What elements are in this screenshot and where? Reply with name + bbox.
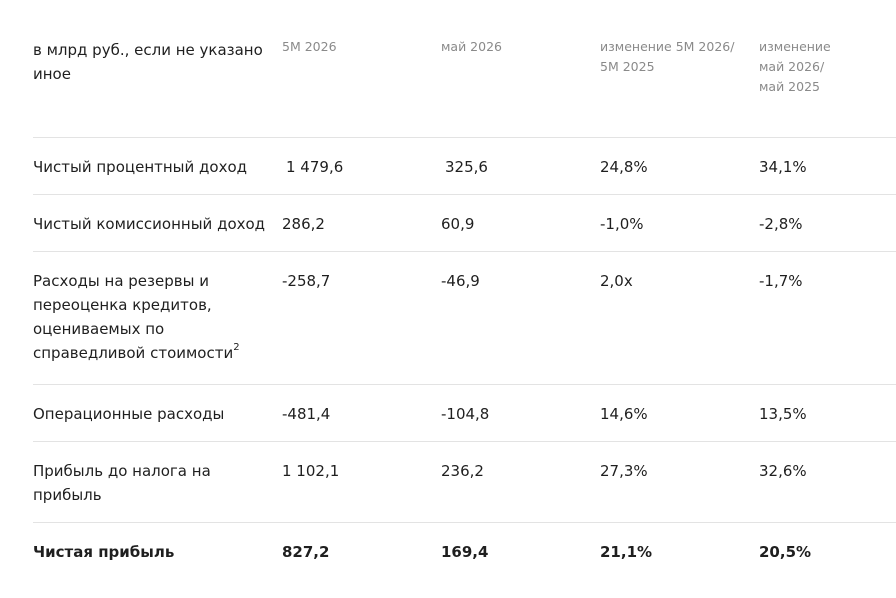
row-label: Прибыль до налога на прибыль [33, 462, 211, 504]
table-row: Чистый комиссионный доход 286,2 60,9 -1,… [33, 195, 896, 252]
row-value-may-2026: -104,8 [441, 405, 490, 423]
header-col-may-2026: май 2026 [441, 39, 502, 54]
row-value-5m-2026: -481,4 [282, 405, 331, 423]
row-value-may-2026: 169,4 [441, 543, 489, 561]
header-col-change-may: изменение май 2026/ май 2025 [759, 39, 831, 94]
row-value-change-may: 20,5% [759, 543, 812, 561]
row-value-change-may: -1,7% [759, 272, 803, 290]
row-value-change-5m: 2,0x [600, 272, 633, 290]
row-label: Чистый комиссионный доход [33, 215, 266, 233]
table-header-row: в млрд руб., если не указано иное 5М 202… [33, 0, 896, 138]
row-value-5m-2026: 286,2 [282, 215, 325, 233]
row-value-5m-2026: 1 479,6 [286, 158, 344, 176]
row-value-may-2026: 60,9 [441, 215, 475, 233]
row-value-5m-2026: 827,2 [282, 543, 330, 561]
row-label: Операционные расходы [33, 405, 225, 423]
row-value-change-5m: 21,1% [600, 543, 653, 561]
table-row-total: Чистая прибыль 827,2 169,4 21,1% 20,5% [33, 523, 896, 583]
row-value-change-5m: 14,6% [600, 405, 648, 423]
row-value-change-may: 34,1% [759, 158, 807, 176]
row-value-change-5m: 27,3% [600, 462, 648, 480]
financial-results-table: в млрд руб., если не указано иное 5М 202… [33, 0, 896, 583]
row-value-may-2026: 236,2 [441, 462, 484, 480]
header-units-label: в млрд руб., если не указано иное [33, 41, 263, 83]
row-value-may-2026: 325,6 [445, 158, 488, 176]
row-value-change-may: 13,5% [759, 405, 807, 423]
row-value-change-5m: 24,8% [600, 158, 648, 176]
row-value-may-2026: -46,9 [441, 272, 480, 290]
header-col-change-5m: изменение 5М 2026/ 5М 2025 [600, 39, 735, 74]
row-value-change-may: 32,6% [759, 462, 807, 480]
row-label: Расходы на резервы и переоценка кредитов… [33, 272, 240, 362]
row-label: Чистый процентный доход [33, 158, 248, 176]
row-value-change-may: -2,8% [759, 215, 803, 233]
header-col-5m-2026: 5М 2026 [282, 39, 337, 54]
footnote-marker: 2 [233, 342, 240, 353]
table-row: Расходы на резервы и переоценка кредитов… [33, 252, 896, 385]
row-label: Чистая прибыль [33, 543, 175, 561]
row-value-5m-2026: -258,7 [282, 272, 331, 290]
table-row: Прибыль до налога на прибыль 1 102,1 236… [33, 442, 896, 523]
table-row: Чистый процентный доход 1 479,6 325,6 24… [33, 138, 896, 195]
row-value-5m-2026: 1 102,1 [282, 462, 340, 480]
row-value-change-5m: -1,0% [600, 215, 644, 233]
table-row: Операционные расходы -481,4 -104,8 14,6%… [33, 385, 896, 442]
